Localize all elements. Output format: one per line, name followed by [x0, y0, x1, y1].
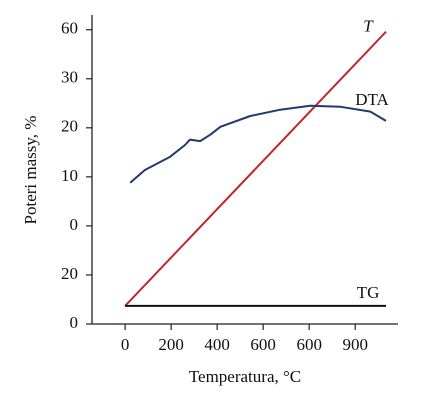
- y-tick-label: 0: [70, 215, 79, 234]
- x-tick-label: 200: [158, 335, 184, 354]
- y-tick-label: 30: [61, 68, 78, 87]
- series-label: DTA: [355, 90, 389, 109]
- series-label: T: [363, 17, 374, 36]
- y-tick-label: 60: [61, 19, 78, 38]
- y-axis-label: Poteri massy, %: [21, 116, 40, 225]
- x-tick-label: 600: [296, 335, 322, 354]
- y-tick-label: 20: [61, 117, 78, 136]
- x-axis-label: Temperatura, °C: [189, 367, 301, 386]
- series-label: TG: [357, 283, 380, 302]
- x-tick-label: 400: [204, 335, 230, 354]
- y-tick-label: 10: [61, 166, 78, 185]
- y-tick-label: 20: [61, 264, 78, 283]
- y-tick-label: 0: [70, 313, 79, 332]
- line-series: [129, 104, 387, 184]
- x-tick-label: 600: [250, 335, 276, 354]
- line-series: [124, 31, 387, 307]
- x-tick-label: 0: [121, 335, 130, 354]
- x-tick-label: 900: [342, 335, 368, 354]
